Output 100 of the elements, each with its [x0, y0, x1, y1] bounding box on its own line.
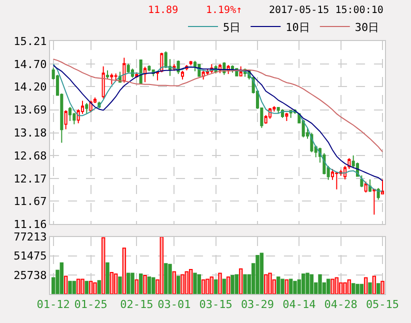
candlestick — [364, 181, 368, 194]
bar — [293, 280, 297, 294]
bar — [138, 274, 143, 294]
x-tick-label: 01-12 — [36, 298, 70, 312]
candlestick — [176, 60, 180, 75]
candlestick — [343, 165, 347, 180]
bar — [280, 278, 284, 294]
bar — [197, 274, 202, 294]
candlestick — [85, 102, 88, 114]
y-tick-label: 25738 — [14, 268, 47, 282]
y-tick-label: 13.18 — [14, 126, 47, 140]
x-tick-label: 04-14 — [282, 298, 316, 312]
bar — [130, 272, 134, 294]
text: 11.89 — [148, 5, 178, 16]
y-tick-label: 14.20 — [14, 80, 47, 94]
candlestick — [239, 66, 242, 77]
bar — [284, 279, 289, 294]
legend-label: 10日 — [286, 20, 310, 34]
candlestick — [360, 174, 364, 188]
bar — [218, 272, 222, 294]
bar — [147, 276, 152, 294]
bar — [214, 279, 218, 294]
bar — [301, 274, 306, 294]
candlestick — [102, 66, 105, 99]
bar — [193, 272, 197, 294]
candlestick — [68, 106, 72, 122]
bar — [330, 278, 334, 294]
candlestick — [376, 187, 380, 200]
bar — [68, 280, 72, 294]
bar — [238, 268, 243, 294]
bar — [84, 280, 89, 294]
x-tick-label: 05-15 — [366, 298, 400, 312]
bar — [276, 276, 280, 294]
x-tick-label: 03-01 — [158, 298, 191, 312]
bar — [101, 237, 106, 294]
bar — [326, 278, 330, 294]
bar — [180, 274, 184, 294]
bar — [80, 278, 84, 294]
bar — [372, 276, 376, 294]
x-tick-label: 01-25 — [74, 298, 108, 312]
candlestick — [110, 73, 114, 85]
candlestick — [156, 70, 160, 81]
candlestick — [368, 178, 372, 193]
bar — [376, 283, 380, 294]
bar — [188, 269, 193, 294]
bar — [288, 278, 293, 294]
y-tick-label: 11.67 — [14, 194, 47, 208]
candlestick — [114, 73, 118, 82]
bar — [118, 276, 122, 294]
bar — [264, 274, 268, 294]
bar — [351, 283, 356, 294]
candlestick — [276, 106, 280, 114]
x-tick-label: 04-28 — [324, 298, 358, 312]
bar — [222, 278, 226, 294]
bar — [268, 272, 272, 294]
bar — [114, 274, 118, 294]
bar — [172, 271, 176, 294]
bar — [106, 262, 110, 294]
bar — [230, 274, 234, 294]
bar — [72, 280, 76, 294]
y-tick-label: 13.69 — [14, 104, 47, 117]
bar — [364, 277, 368, 294]
y-tick-label: 14.70 — [14, 58, 47, 71]
bar — [160, 236, 164, 294]
bar — [168, 264, 172, 294]
candlestick — [143, 66, 147, 83]
bar — [93, 282, 97, 294]
bar — [88, 280, 93, 294]
bar — [184, 271, 189, 294]
y-tick-label: 11.16 — [14, 218, 47, 232]
bar — [260, 252, 264, 294]
bar — [226, 276, 230, 294]
bar — [256, 254, 260, 294]
bar — [97, 280, 102, 294]
bar — [122, 248, 126, 294]
bar — [343, 282, 347, 294]
bar — [210, 276, 214, 294]
legend-label: 5日 — [223, 20, 241, 34]
y-tick-label: 15.21 — [14, 34, 47, 48]
bar — [164, 263, 168, 294]
bar — [151, 277, 156, 294]
bar — [347, 279, 352, 294]
bar — [176, 276, 180, 294]
bar — [360, 284, 364, 294]
line-series — [52, 58, 383, 152]
bar — [134, 279, 139, 294]
candlestick — [126, 63, 130, 74]
bar — [126, 272, 130, 294]
x-tick-label: 03-15 — [199, 298, 232, 312]
legend-label: 30日 — [354, 20, 380, 34]
bar — [60, 262, 64, 294]
y-tick-label: 12.68 — [14, 149, 47, 162]
text: 1.19%↑ — [206, 5, 242, 16]
candlestick — [122, 57, 126, 84]
candlestick — [335, 172, 338, 190]
bar — [334, 277, 339, 294]
candlestick — [285, 112, 288, 122]
candlestick — [180, 70, 184, 80]
bar — [368, 282, 372, 294]
bar — [234, 274, 239, 294]
